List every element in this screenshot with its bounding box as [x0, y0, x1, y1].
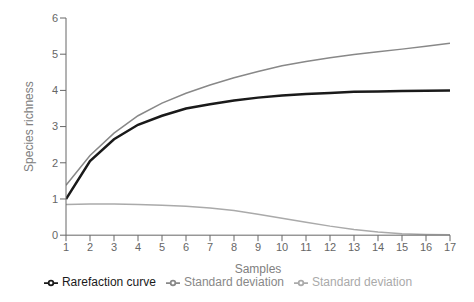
svg-text:5: 5: [52, 48, 58, 60]
svg-text:14: 14: [372, 241, 384, 253]
svg-text:13: 13: [348, 241, 360, 253]
svg-text:12: 12: [324, 241, 336, 253]
html-text:Standard deviation: Standard deviation: [183, 275, 284, 290]
svg-text:0: 0: [52, 229, 58, 241]
svg-text:3: 3: [111, 241, 117, 253]
svg-text:6: 6: [183, 241, 189, 253]
svg-text:11: 11: [300, 241, 311, 253]
svg-text:2: 2: [87, 241, 93, 253]
svg-text:10: 10: [276, 241, 288, 253]
svg-text:5: 5: [159, 241, 165, 253]
svg-text:1: 1: [52, 193, 58, 205]
svg-text:17: 17: [444, 241, 456, 253]
svg-text:4: 4: [52, 84, 58, 96]
svg-text:Species richness: Species richness: [22, 81, 36, 172]
html-text:Standard deviation: Standard deviation: [312, 275, 413, 290]
svg-text:7: 7: [207, 241, 213, 253]
svg-text:4: 4: [135, 241, 141, 253]
svg-text:15: 15: [396, 241, 408, 253]
svg-text:6: 6: [52, 12, 58, 24]
svg-text:8: 8: [231, 241, 237, 253]
svg-text:3: 3: [52, 120, 58, 132]
svg-text:9: 9: [255, 241, 261, 253]
svg-text:Samples: Samples: [235, 262, 282, 276]
svg-text:2: 2: [52, 157, 58, 169]
svg-text:1: 1: [63, 241, 69, 253]
html-text:Rarefaction curve: Rarefaction curve: [61, 275, 156, 290]
svg-text:16: 16: [420, 241, 432, 253]
